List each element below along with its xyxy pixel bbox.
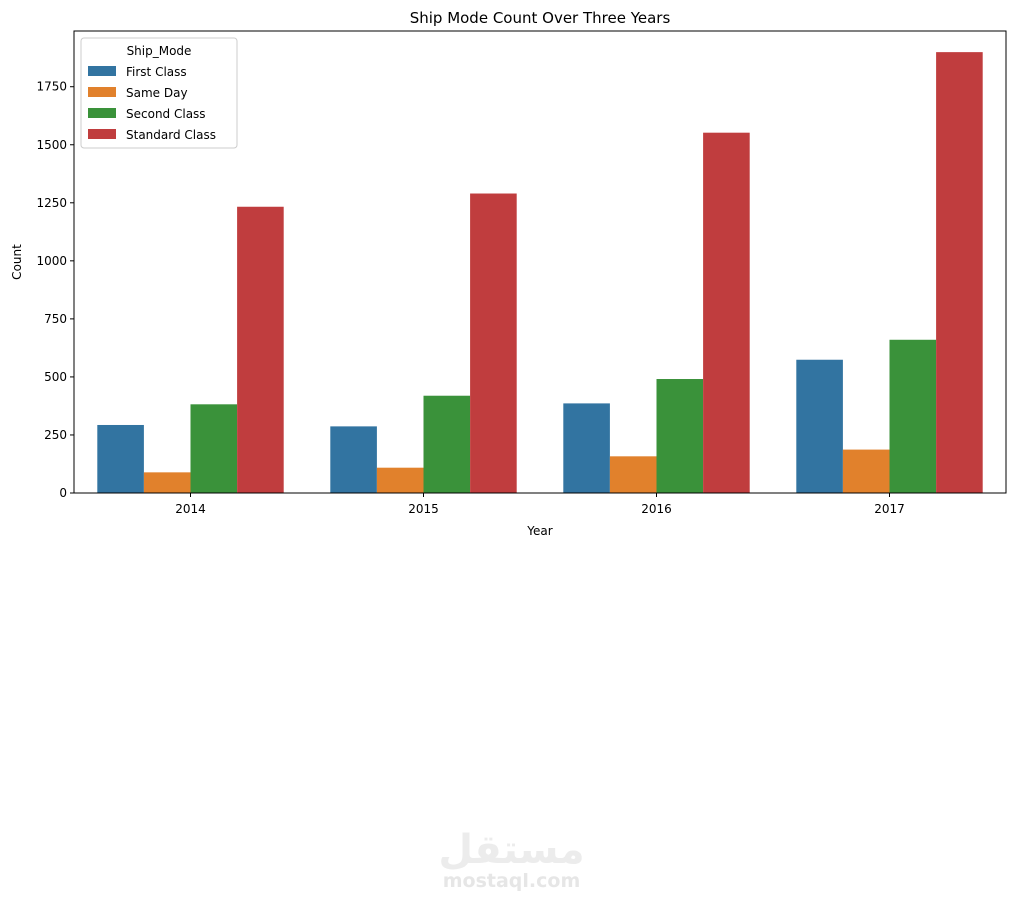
y-tick-label: 1750 — [36, 80, 67, 94]
x-tick-label: 2015 — [408, 502, 439, 516]
legend-entry-label: Standard Class — [126, 128, 216, 142]
bar-standard-class-2014 — [237, 206, 284, 493]
bars-layer — [97, 52, 983, 493]
watermark: مستقل mostaql.com — [0, 830, 1023, 892]
y-tick-label: 500 — [44, 370, 67, 384]
bar-same-day-2016 — [609, 456, 657, 493]
legend-swatch — [88, 87, 116, 97]
watermark-logo-arabic: مستقل — [438, 827, 585, 873]
legend-swatch — [88, 108, 116, 118]
bar-standard-class-2015 — [470, 193, 517, 493]
y-axis-label: Count — [10, 244, 24, 280]
x-tick-label: 2017 — [874, 502, 905, 516]
bar-same-day-2014 — [143, 472, 191, 493]
bar-standard-class-2017 — [936, 52, 983, 493]
bar-first-class-2015 — [330, 426, 377, 493]
y-tick-label: 250 — [44, 428, 67, 442]
y-tick-label: 1250 — [36, 196, 67, 210]
bar-standard-class-2016 — [703, 132, 750, 493]
bar-second-class-2016 — [656, 379, 704, 493]
legend-title: Ship_Mode — [127, 44, 192, 58]
bar-first-class-2014 — [97, 424, 144, 493]
plot-frame — [73, 30, 1007, 494]
y-tick-label: 1000 — [36, 254, 67, 268]
watermark-logo-latin: mostaql.com — [442, 870, 581, 892]
y-tick-label: 1500 — [36, 138, 67, 152]
x-axis: 2014 2015 2016 2017 — [175, 493, 905, 516]
chart-title: Ship Mode Count Over Three Years — [410, 9, 671, 27]
bar-first-class-2017 — [796, 359, 843, 493]
x-tick-label: 2016 — [641, 502, 672, 516]
y-tick-label: 750 — [44, 312, 67, 326]
legend-entry-label: Same Day — [126, 86, 188, 100]
bar-second-class-2014 — [190, 404, 238, 493]
legend: Ship_Mode First Class Same Day Second Clas… — [80, 37, 238, 149]
legend-entry-label: First Class — [126, 65, 187, 79]
legend-swatch — [88, 129, 116, 139]
bar-second-class-2017 — [889, 339, 937, 493]
bar-same-day-2017 — [842, 449, 890, 493]
legend-frame — [80, 37, 238, 149]
y-tick-label: 0 — [59, 486, 67, 500]
y-axis: 0 250 500 750 1000 1250 1500 1750 — [36, 80, 74, 500]
legend-entry-label: Second Class — [126, 107, 206, 121]
bar-first-class-2016 — [563, 403, 610, 493]
x-axis-label: Year — [526, 524, 552, 538]
bar-second-class-2015 — [423, 395, 471, 493]
x-tick-label: 2014 — [175, 502, 206, 516]
legend-swatch — [88, 66, 116, 76]
bar-same-day-2015 — [376, 467, 424, 493]
